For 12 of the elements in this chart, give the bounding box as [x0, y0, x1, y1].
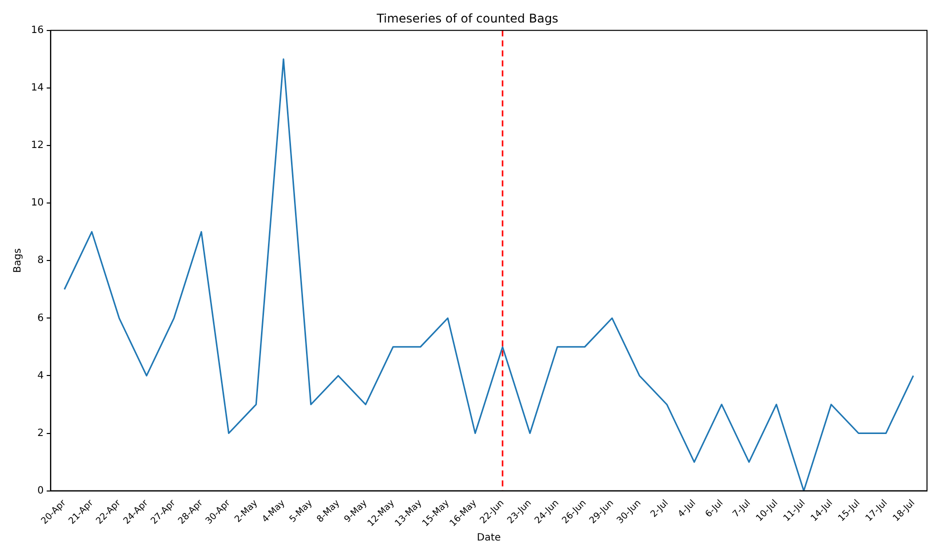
y-tick-label: 2 — [37, 428, 44, 439]
y-axis-title: Bags — [12, 248, 24, 273]
y-tick-label: 12 — [30, 140, 44, 152]
y-tick-label: 6 — [37, 312, 44, 324]
y-tick-label: 14 — [30, 82, 44, 94]
y-tick-label: 4 — [37, 370, 44, 382]
y-tick-label: 0 — [37, 485, 44, 496]
y-tick-label: 16 — [30, 24, 44, 36]
y-tick-label: 8 — [37, 255, 44, 266]
x-axis-title: Date — [476, 532, 501, 544]
chart-title: Timeseries of of counted Bags — [376, 11, 558, 26]
y-tick-label: 10 — [30, 198, 44, 209]
